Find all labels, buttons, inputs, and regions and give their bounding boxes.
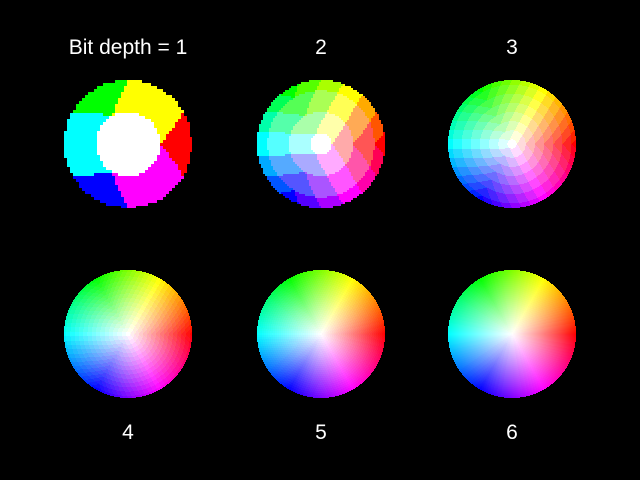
panel-label-bit-depth-4: 4 [122, 421, 134, 444]
panel-label-bit-depth-1: Bit depth = 1 [68, 36, 188, 59]
color-wheel-bit-depth-3 [448, 80, 576, 208]
color-wheel-bit-depth-1 [64, 80, 192, 208]
color-wheel-bit-depth-6 [448, 270, 576, 398]
panel-label-bit-depth-5: 5 [315, 421, 327, 444]
panel-label-bit-depth-6: 6 [506, 421, 518, 444]
panel-label-bit-depth-2: 2 [315, 36, 327, 59]
color-wheel-bit-depth-4 [64, 270, 192, 398]
panel-label-bit-depth-3: 3 [506, 36, 518, 59]
color-wheel-bit-depth-2 [257, 80, 385, 208]
color-wheel-bit-depth-5 [257, 270, 385, 398]
